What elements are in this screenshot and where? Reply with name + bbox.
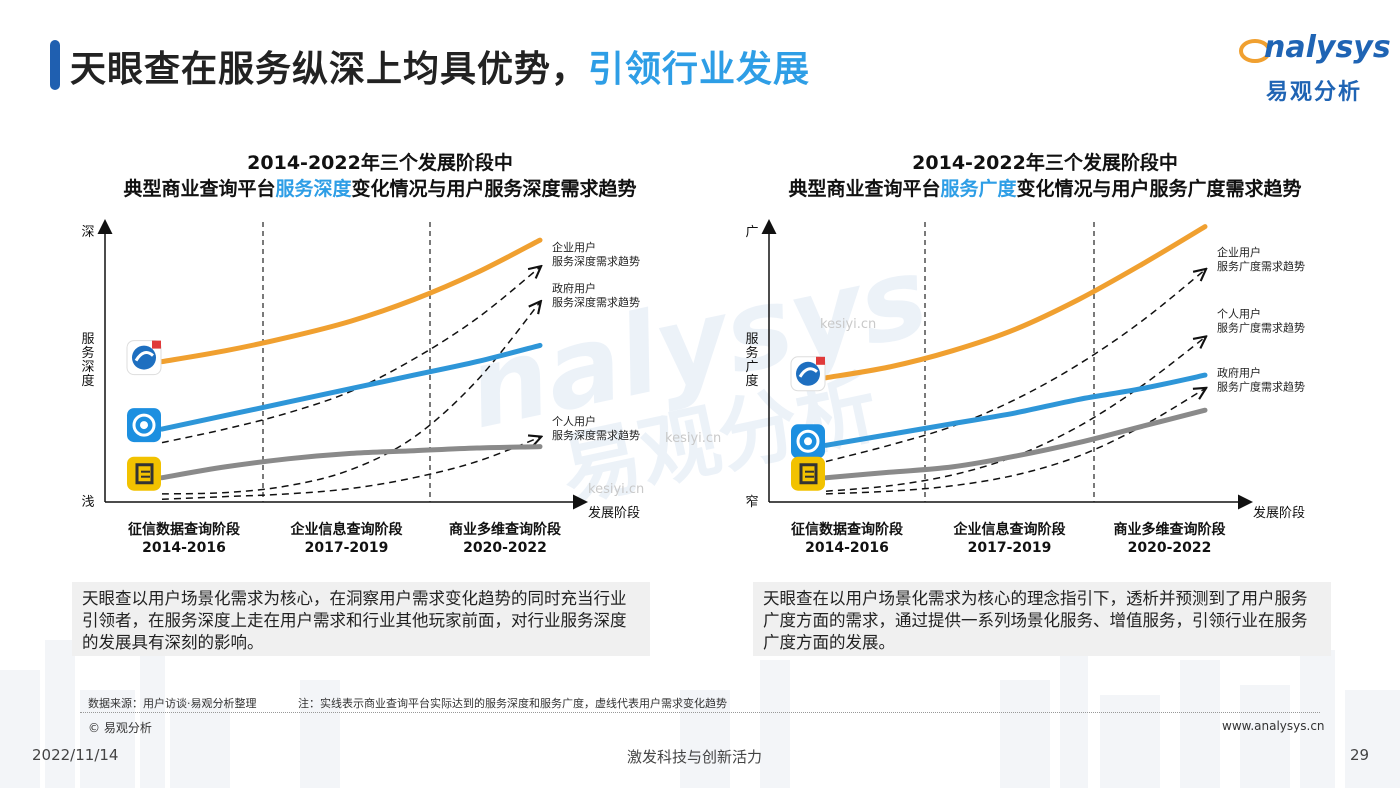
demand-series-sublabel: 服务广度需求趋势 xyxy=(1217,259,1305,273)
logo-text-en: nalysys xyxy=(1264,30,1391,65)
demand-series-sublabel: 服务深度需求趋势 xyxy=(552,295,640,309)
demand-trend-line xyxy=(161,302,540,495)
y-axis-label: 服务广度 xyxy=(745,332,758,389)
watermark-text: kesiyi.cn xyxy=(588,482,644,497)
analysys-logo: nalysys 易观分析 xyxy=(1238,30,1391,105)
y-top-label: 深 xyxy=(81,225,94,240)
demand-trend-line xyxy=(161,267,540,444)
demand-series-sublabel: 服务广度需求趋势 xyxy=(1217,380,1305,394)
copyright: © 易观分析 xyxy=(88,721,152,735)
background-city-illustration xyxy=(0,640,1400,788)
qichacha-app-icon xyxy=(791,424,825,459)
right-chart-title: 2014-2022年三个发展阶段中 典型商业查询平台服务广度变化情况与用户服务广… xyxy=(735,150,1355,202)
demand-series-sublabel: 服务广度需求趋势 xyxy=(1217,320,1305,334)
right-chart-title-post: 变化情况与用户服务广度需求趋势 xyxy=(1016,178,1302,200)
watermark-text: kesiyi.cn xyxy=(665,431,721,446)
left-description: 天眼查以用户场景化需求为核心，在洞察用户需求变化趋势的同时充当行业引领者，在服务… xyxy=(72,582,650,656)
slide-slogan: 激发科技与创新活力 xyxy=(627,748,763,766)
category-years: 2020-2022 xyxy=(463,540,547,556)
data-source-note: 数据来源：用户访谈·易观分析整理 xyxy=(88,697,257,710)
watermark-text: kesiyi.cn xyxy=(820,317,876,332)
left-chart-title-highlight: 服务深度 xyxy=(275,178,352,200)
watermark-logo: nalysys 易观分析 xyxy=(457,232,938,518)
line-legend-note: 注：实线表示商业查询平台实际达到的服务深度和服务广度，虚线代表用户需求变化趋势 xyxy=(298,697,727,710)
category-years: 2014-2016 xyxy=(142,540,226,556)
logo-swoosh-icon xyxy=(1239,39,1271,63)
platform-line-qichacha xyxy=(159,342,543,432)
category-years: 2014-2016 xyxy=(805,540,889,556)
category-years: 2017-2019 xyxy=(305,540,389,556)
demand-series-sublabel: 服务深度需求趋势 xyxy=(552,428,640,442)
category-label: 商业多维查询阶段 xyxy=(449,521,561,538)
category-years: 2020-2022 xyxy=(1128,540,1212,556)
category-label: 企业信息查询阶段 xyxy=(953,521,1066,538)
right-chart-title-line1: 2014-2022年三个发展阶段中 xyxy=(912,152,1178,174)
y-bottom-label: 浅 xyxy=(81,495,94,510)
left-chart-title-post: 变化情况与用户服务深度需求趋势 xyxy=(351,178,637,200)
website-link[interactable]: www.analysys.cn xyxy=(1222,719,1325,733)
tianyancha-app-icon xyxy=(126,340,162,376)
category-years: 2017-2019 xyxy=(968,540,1052,556)
qixinbao-app-icon xyxy=(127,456,161,491)
page-title-highlight: 引领行业发展 xyxy=(588,49,811,90)
left-chart-title-line1: 2014-2022年三个发展阶段中 xyxy=(247,152,513,174)
category-label: 征信数据查询阶段 xyxy=(791,521,903,538)
demand-series-label: 企业用户 xyxy=(552,240,596,254)
right-description: 天眼查在以用户场景化需求为核心的理念指引下，透析并预测到了用户服务广度方面的需求… xyxy=(753,582,1331,656)
demand-series-sublabel: 服务深度需求趋势 xyxy=(552,254,640,268)
qichacha-app-icon xyxy=(127,408,161,443)
category-label: 征信数据查询阶段 xyxy=(128,521,240,538)
right-chart-title-pre: 典型商业查询平台 xyxy=(788,178,941,200)
page-number: 29 xyxy=(1350,746,1370,764)
y-top-label: 广 xyxy=(745,225,758,240)
platform-line-tianyancha xyxy=(159,237,543,365)
svg-text:nalysys: nalysys xyxy=(457,232,938,454)
demand-trend-line xyxy=(825,337,1205,492)
demand-series-label: 政府用户 xyxy=(1217,366,1261,380)
y-bottom-label: 窄 xyxy=(745,494,758,510)
left-chart-title-pre: 典型商业查询平台 xyxy=(123,178,276,200)
category-label: 商业多维查询阶段 xyxy=(1114,521,1226,538)
category-label: 企业信息查询阶段 xyxy=(290,521,403,538)
platform-line-tianyancha xyxy=(823,224,1208,381)
demand-trend-line xyxy=(825,270,1205,463)
platform-line-qixinbao xyxy=(159,444,543,481)
platform-line-qichacha xyxy=(823,372,1208,448)
demand-series-label: 政府用户 xyxy=(552,281,596,295)
tianyancha-app-icon xyxy=(790,356,826,392)
svg-text:易观分析: 易观分析 xyxy=(553,360,885,517)
qixinbao-app-icon xyxy=(791,456,825,491)
demand-series-label: 个人用户 xyxy=(552,414,596,428)
x-axis-label: 发展阶段 xyxy=(588,505,640,521)
page-title-main: 天眼查在服务纵深上均具优势， xyxy=(70,49,589,90)
left-chart-title: 2014-2022年三个发展阶段中 典型商业查询平台服务深度变化情况与用户服务深… xyxy=(70,150,690,202)
y-axis-label: 服务深度 xyxy=(81,332,94,389)
demand-trend-line xyxy=(825,389,1205,495)
slide-date: 2022/11/14 xyxy=(32,746,119,764)
x-axis-label: 发展阶段 xyxy=(1253,505,1305,521)
demand-trend-line xyxy=(161,437,540,501)
demand-series-label: 企业用户 xyxy=(1217,245,1261,259)
right-chart-title-highlight: 服务广度 xyxy=(940,178,1017,200)
demand-series-label: 个人用户 xyxy=(1217,306,1261,320)
platform-line-qixinbao xyxy=(823,407,1208,481)
logo-text-cn: 易观分析 xyxy=(1266,80,1363,105)
title-accent-bar xyxy=(50,40,60,90)
footer-divider xyxy=(80,712,1320,713)
page-title: 天眼查在服务纵深上均具优势，引领行业发展 xyxy=(70,40,810,92)
